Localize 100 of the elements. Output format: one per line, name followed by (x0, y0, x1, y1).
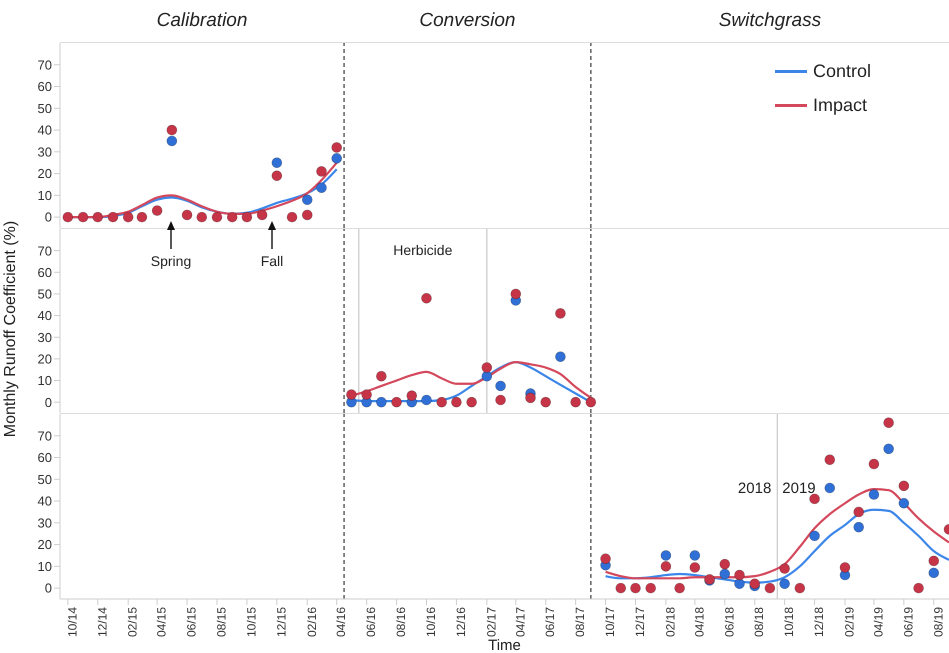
x-tick-label: 02/16 (304, 606, 319, 638)
point (466, 396, 477, 408)
point (212, 212, 222, 222)
point (256, 210, 268, 220)
text: Calibration (156, 10, 248, 32)
x-tick-label: 12/18 (812, 606, 826, 638)
point (764, 582, 776, 594)
point (92, 212, 104, 222)
point (316, 166, 327, 177)
x-tick-label: 08/15 (214, 606, 229, 638)
point (690, 550, 700, 561)
x-tick-label: 10/14 (65, 606, 80, 638)
y-tick-label: 70 (38, 428, 52, 444)
y-tick-label: 20 (38, 166, 52, 182)
point (630, 582, 641, 594)
x-tick-label: 06/16 (364, 606, 378, 638)
y-tick-label: 60 (38, 264, 52, 280)
x-tick-label: 06/15 (184, 606, 199, 638)
text: Switchgrass (718, 10, 822, 32)
y-tick-label: 30 (38, 330, 52, 345)
x-tick-label: 10/18 (782, 606, 796, 638)
point (928, 556, 940, 566)
x-tick-label: 08/17 (573, 606, 588, 638)
point (331, 142, 342, 153)
point (242, 212, 252, 222)
point (391, 396, 402, 408)
text: Conversion (418, 10, 516, 32)
point (482, 370, 492, 382)
point (600, 553, 611, 564)
x-tick-label: 04/18 (692, 606, 706, 638)
x-tick-label: 10/15 (244, 606, 258, 638)
legend-label: Impact (812, 94, 867, 116)
point (570, 396, 581, 408)
point (525, 392, 536, 404)
x-tick-label: 02/15 (126, 606, 140, 638)
point (152, 205, 162, 216)
point (660, 550, 672, 561)
x-tick-label: 02/19 (842, 606, 857, 638)
x-tick-label: 12/17 (633, 606, 648, 638)
point (421, 394, 432, 406)
point (809, 494, 820, 504)
point (272, 170, 282, 182)
y-tick-label: 10 (38, 373, 52, 388)
point (868, 489, 880, 500)
point (451, 396, 462, 408)
point (928, 568, 940, 578)
x-tick-label: 04/19 (871, 606, 886, 638)
point (868, 458, 880, 470)
x-tick-label: 06/17 (543, 606, 558, 638)
point (809, 530, 820, 542)
annotation: Spring (150, 253, 192, 269)
point (286, 212, 298, 222)
point (555, 308, 566, 319)
point (853, 506, 864, 518)
point (645, 582, 656, 594)
point (555, 351, 566, 362)
point (136, 212, 148, 222)
y-tick-label: 30 (38, 144, 52, 160)
point (586, 396, 596, 408)
x-tick-label: 04/15 (154, 606, 169, 638)
x-tick-label: 02/18 (663, 606, 678, 638)
x-tick-label: 12/15 (274, 606, 288, 638)
y-tick-label: 60 (38, 79, 52, 94)
y-tick-label: 0 (44, 210, 52, 225)
point (376, 396, 387, 408)
point (302, 210, 313, 220)
x-tick-label: 04/16 (334, 606, 348, 638)
y-tick-label: 70 (38, 57, 52, 72)
point (436, 396, 447, 408)
annotation: Herbicide (392, 242, 454, 258)
point (853, 522, 864, 532)
x-tick-label: 08/16 (394, 606, 408, 638)
y-tick-label: 0 (44, 580, 52, 596)
x-axis-title: Time (487, 637, 522, 653)
point (166, 124, 178, 136)
point (376, 370, 387, 382)
x-tick-label: 04/17 (513, 606, 528, 638)
point (749, 578, 760, 590)
point (824, 454, 836, 466)
point (331, 153, 342, 164)
y-tick-label: 10 (38, 558, 52, 574)
point (660, 561, 672, 572)
point (734, 570, 745, 580)
y-tick-label: 30 (38, 515, 52, 530)
x-tick-label: 12/14 (95, 606, 110, 638)
y-tick-label: 50 (38, 286, 52, 302)
x-tick-label: 10/17 (603, 606, 618, 638)
annotation: Fall (260, 253, 284, 269)
point (898, 480, 910, 492)
point (883, 444, 894, 454)
y-axis-title: Monthly Runoff Coefficient (%) (2, 220, 20, 437)
point (540, 396, 552, 408)
x-tick-label: 08/18 (752, 606, 766, 638)
point (122, 212, 134, 222)
point (719, 568, 730, 580)
annotation: 2018 (738, 480, 772, 497)
point (182, 210, 192, 220)
point (302, 194, 313, 206)
y-tick-label: 10 (38, 188, 52, 203)
point (346, 389, 357, 400)
